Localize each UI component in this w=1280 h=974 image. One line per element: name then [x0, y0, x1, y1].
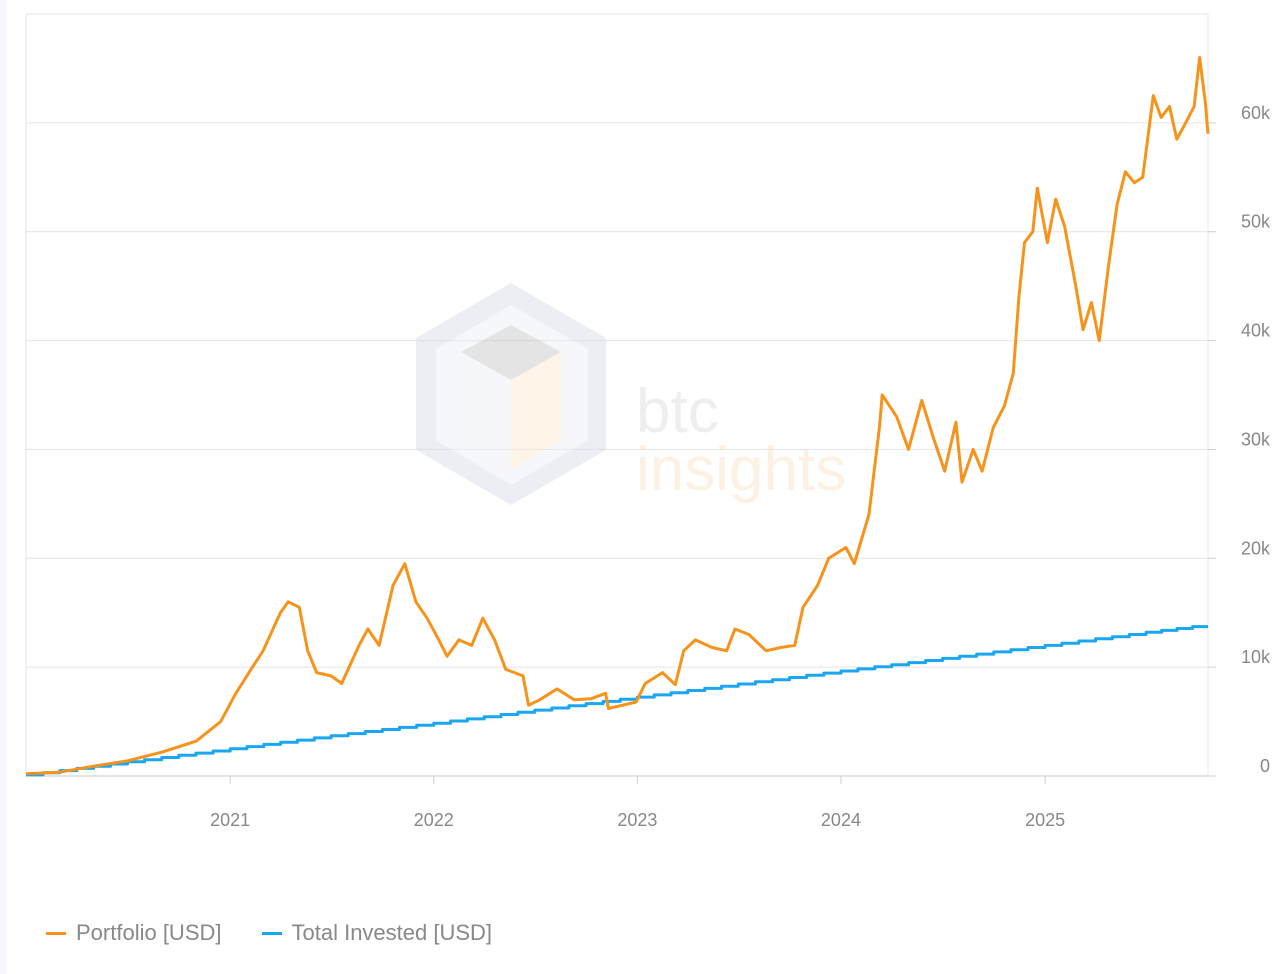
y-tick-label: 30k [1241, 429, 1271, 449]
watermark-insights: insights [636, 435, 846, 504]
x-tick-label: 2022 [414, 810, 454, 830]
plot-frame [25, 13, 1209, 777]
legend-swatch-portfolio [46, 931, 66, 935]
legend-item-invested[interactable]: Total Invested [USD] [261, 920, 493, 946]
total-invested-line [26, 625, 1208, 777]
x-tick-label: 2024 [821, 810, 861, 830]
watermark-cube-outline [416, 283, 606, 505]
y-tick-label: 20k [1241, 538, 1271, 558]
y-tick-label: 40k [1241, 321, 1271, 341]
x-tick-label: 2025 [1025, 810, 1065, 830]
y-tick-label: 10k [1241, 647, 1271, 667]
x-axis: 2021 2022 2023 2024 2025 [210, 776, 1065, 830]
legend-item-portfolio[interactable]: Portfolio [USD] [46, 920, 222, 946]
series-lines [25, 56, 1210, 777]
y-tick-label: 60k [1241, 103, 1271, 123]
y-tick-label: 0 [1260, 756, 1270, 776]
legend-label-invested: Total Invested [USD] [291, 920, 493, 945]
x-tick-label: 2023 [617, 810, 657, 830]
chart-panel: btc insights 2021 2022 2023 2024 2025 0 10k 20… [6, 0, 1280, 974]
portfolio-chart: btc insights 2021 2022 2023 2024 2025 0 10k 20… [25, 13, 1271, 830]
btc-insights-watermark: btc insights [416, 283, 846, 505]
legend: Portfolio [USD] Total Invested [USD] [46, 920, 492, 946]
legend-label-portfolio: Portfolio [USD] [76, 920, 222, 945]
watermark-cube-side [511, 352, 561, 470]
y-axis: 0 10k 20k 30k 40k 50k 60k [1208, 103, 1271, 777]
grid-lines [25, 13, 1209, 777]
watermark-btc: btc [636, 377, 719, 446]
x-tick-label: 2021 [210, 810, 250, 830]
watermark-cube-top [461, 325, 561, 380]
portfolio-line [25, 56, 1210, 776]
legend-swatch-invested [261, 931, 282, 935]
y-tick-label: 50k [1241, 212, 1271, 232]
watermark-cube-front [436, 305, 588, 485]
